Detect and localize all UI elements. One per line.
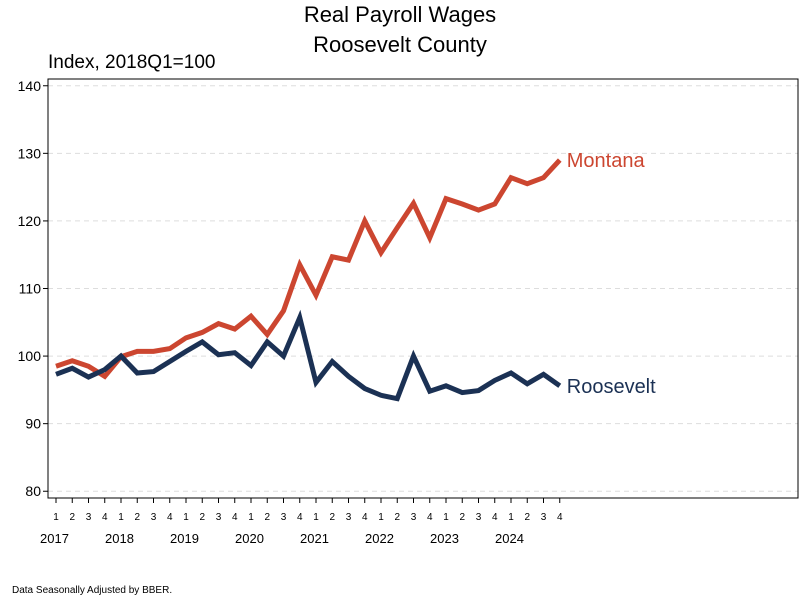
y-axis-label: Index, 2018Q1=100 — [48, 52, 216, 73]
x-tick-label: 2 — [199, 512, 205, 523]
x-tick-label: 4 — [102, 512, 108, 523]
x-tick-label: 1 — [443, 512, 449, 523]
y-tick-label: 100 — [18, 348, 42, 364]
y-tick-label: 120 — [18, 213, 42, 229]
x-tick-label: 1 — [248, 512, 254, 523]
x-tick-label: 1 — [118, 512, 124, 523]
x-tick-label: 4 — [492, 512, 498, 523]
year-label: 2022 — [365, 531, 394, 546]
x-tick-label: 1 — [53, 512, 59, 523]
x-tick-label: 3 — [86, 512, 92, 523]
year-label: 2021 — [300, 531, 329, 546]
series-line-montana — [55, 158, 562, 380]
year-label: 2020 — [235, 531, 264, 546]
x-tick-label: 4 — [232, 512, 238, 523]
x-tick-label: 2 — [459, 512, 465, 523]
x-tick-label: 4 — [297, 512, 303, 523]
y-tick-label: 130 — [18, 145, 42, 161]
x-tick-label: 2 — [394, 512, 400, 523]
series-line-roosevelt — [55, 309, 562, 402]
y-tick-label: 140 — [18, 78, 42, 94]
x-tick-label: 3 — [541, 512, 547, 523]
x-tick-label: 3 — [281, 512, 287, 523]
x-tick-label: 1 — [508, 512, 514, 523]
x-tick-label: 3 — [476, 512, 482, 523]
year-label: 2019 — [170, 531, 199, 546]
x-tick-label: 1 — [313, 512, 319, 523]
series-label-roosevelt: Roosevelt — [567, 376, 656, 398]
year-label: 2018 — [105, 531, 134, 546]
x-tick-label: 4 — [557, 512, 563, 523]
x-tick-label: 2 — [524, 512, 530, 523]
x-tick-label: 2 — [329, 512, 335, 523]
x-tick-label: 4 — [427, 512, 433, 523]
x-tick-label: 4 — [167, 512, 173, 523]
footnote: Data Seasonally Adjusted by BBER. — [12, 585, 173, 596]
year-label: 2017 — [40, 531, 69, 546]
y-tick-label: 90 — [25, 416, 41, 432]
y-tick-label: 110 — [19, 281, 42, 297]
x-tick-label: 3 — [411, 512, 417, 523]
x-tick-label: 2 — [69, 512, 75, 523]
x-tick-label: 3 — [216, 512, 222, 523]
x-tick-label: 3 — [346, 512, 352, 523]
series-label-montana: Montana — [567, 150, 646, 172]
y-tick-label: 80 — [25, 483, 41, 499]
x-tick-label: 1 — [183, 512, 189, 523]
x-tick-label: 2 — [264, 512, 270, 523]
x-tick-label: 4 — [362, 512, 368, 523]
year-label: 2024 — [495, 531, 524, 546]
x-tick-label: 2 — [134, 512, 140, 523]
x-tick-label: 3 — [151, 512, 157, 523]
year-label: 2023 — [430, 531, 459, 546]
chart-subtitle: Roosevelt County — [313, 32, 487, 57]
x-tick-label: 1 — [378, 512, 384, 523]
chart-title: Real Payroll Wages — [303, 2, 497, 27]
